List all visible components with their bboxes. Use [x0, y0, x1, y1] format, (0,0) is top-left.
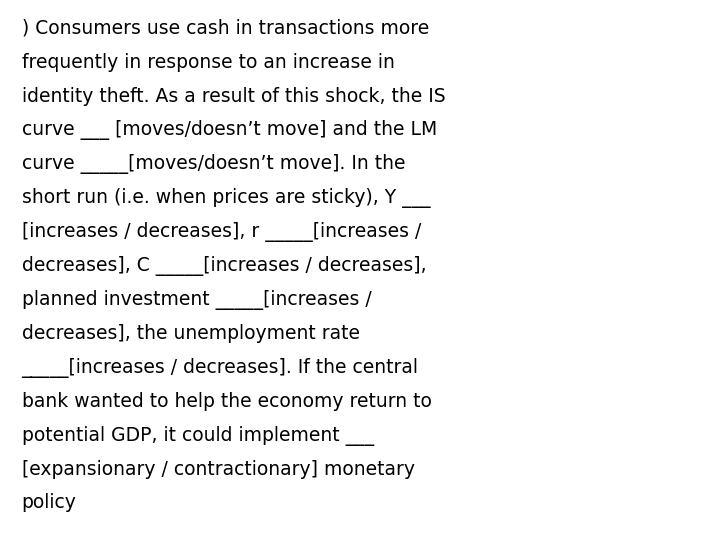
Text: [increases / decreases], r _____[increases /: [increases / decreases], r _____[increas… [22, 222, 421, 242]
Text: frequently in response to an increase in: frequently in response to an increase in [22, 52, 395, 72]
Text: bank wanted to help the economy return to: bank wanted to help the economy return t… [22, 392, 431, 411]
Text: curve _____[moves/doesn’t move]. In the: curve _____[moves/doesn’t move]. In the [22, 154, 405, 174]
Text: ) Consumers use cash in transactions more: ) Consumers use cash in transactions mor… [22, 19, 429, 38]
Text: curve ___ [moves/doesn’t move] and the LM: curve ___ [moves/doesn’t move] and the L… [22, 121, 437, 140]
Text: _____[increases / decreases]. If the central: _____[increases / decreases]. If the cen… [22, 358, 418, 378]
Text: [expansionary / contractionary] monetary: [expansionary / contractionary] monetary [22, 459, 415, 478]
Text: policy: policy [22, 493, 76, 513]
Text: short run (i.e. when prices are sticky), Y ___: short run (i.e. when prices are sticky),… [22, 189, 431, 208]
Text: identity theft. As a result of this shock, the IS: identity theft. As a result of this shoc… [22, 87, 445, 106]
Text: decreases], C _____[increases / decreases],: decreases], C _____[increases / decrease… [22, 256, 426, 276]
Text: decreases], the unemployment rate: decreases], the unemployment rate [22, 324, 359, 343]
Text: potential GDP, it could implement ___: potential GDP, it could implement ___ [22, 426, 374, 445]
Text: planned investment _____[increases /: planned investment _____[increases / [22, 290, 372, 310]
